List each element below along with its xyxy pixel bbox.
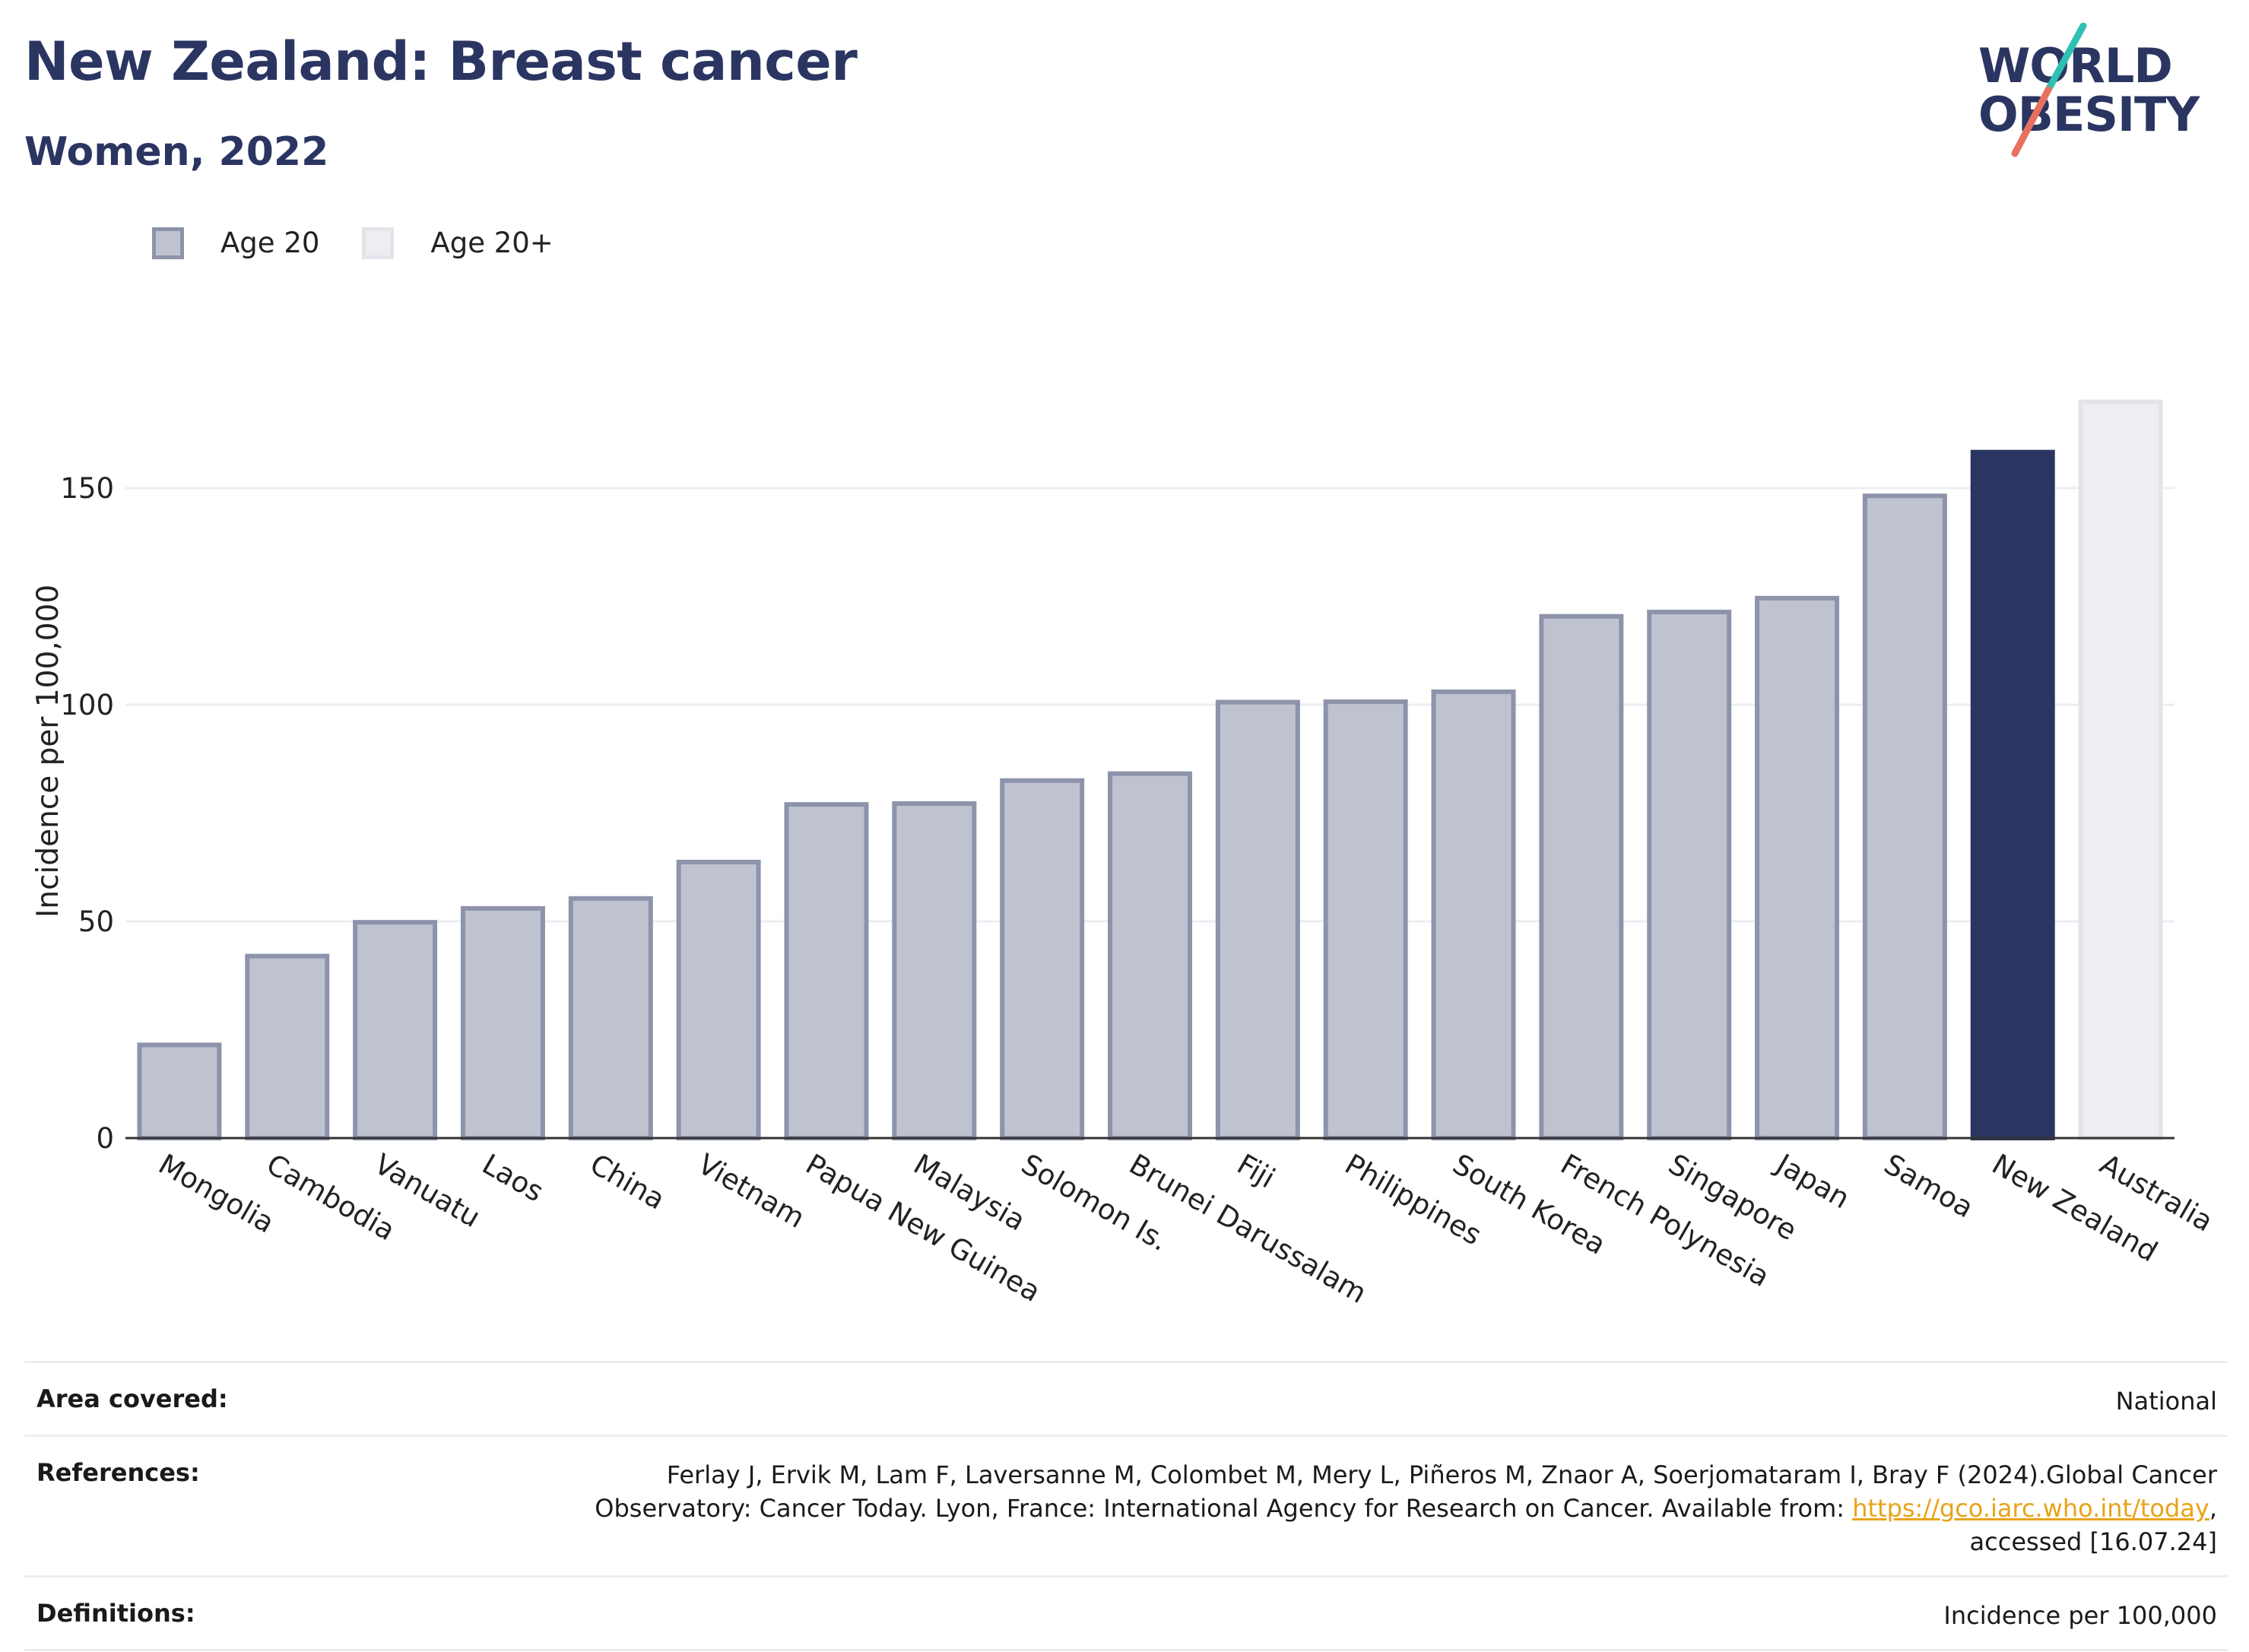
definitions-label: Definitions: xyxy=(36,1599,195,1628)
bar-japan[interactable] xyxy=(1755,595,1840,1140)
bar-laos[interactable] xyxy=(460,905,545,1141)
legend-label-age-20-plus: Age 20+ xyxy=(430,227,554,259)
footer-row-references: References: Ferlay J, Ervik M, Lam F, La… xyxy=(24,1435,2228,1575)
chart-title: New Zealand: Breast cancer xyxy=(24,30,858,93)
bar-brunei-darussalam[interactable] xyxy=(1108,771,1192,1140)
bar-papua-new-guinea[interactable] xyxy=(784,802,869,1140)
x-tick-label: China xyxy=(585,1148,671,1216)
logo-text-line2: OBESITY xyxy=(1978,87,2200,142)
y-axis: 0 50 100 150 xyxy=(60,472,114,1155)
legend: Age 20 Age 20+ xyxy=(152,227,596,259)
bar-singapore[interactable] xyxy=(1647,610,1732,1140)
x-tick-label: Japan xyxy=(1769,1147,1855,1216)
bar-australia[interactable] xyxy=(2078,399,2163,1140)
y-axis-title: Incidence per 100,000 xyxy=(31,585,65,918)
bar-fiji[interactable] xyxy=(1215,699,1300,1140)
legend-item-age-20[interactable]: Age 20 xyxy=(152,227,319,259)
x-tick-label: Vietnam xyxy=(693,1148,810,1235)
references-line2-end: , xyxy=(2209,1494,2217,1523)
bar-cambodia[interactable] xyxy=(245,953,330,1140)
y-tick-label: 100 xyxy=(60,689,114,721)
bars xyxy=(137,399,2163,1141)
y-tick-label: 150 xyxy=(60,472,114,505)
x-tick-label: Mongolia xyxy=(153,1148,279,1240)
info-footer: Area covered: National References: Ferla… xyxy=(24,1361,2228,1651)
legend-item-age-20-plus[interactable]: Age 20+ xyxy=(362,227,554,259)
y-tick-label: 50 xyxy=(78,905,114,938)
references-line2: Observatory: Cancer Today. Lyon, France:… xyxy=(595,1494,1853,1523)
legend-swatch-age-20-plus xyxy=(362,227,395,259)
slash-logo-icon-lower xyxy=(2011,86,2052,157)
bar-philippines[interactable] xyxy=(1323,699,1408,1140)
references-line3: accessed [16.07.24] xyxy=(1969,1527,2217,1556)
references-line1: Ferlay J, Ervik M, Lam F, Laversanne M, … xyxy=(666,1460,2217,1489)
x-tick-label: Samoa xyxy=(1879,1148,1979,1225)
world-obesity-logo: WORLD OBESITY xyxy=(1978,23,2201,157)
x-tick-label: Laos xyxy=(477,1148,549,1209)
area-covered-label: Area covered: xyxy=(36,1384,228,1413)
legend-swatch-age-20 xyxy=(152,227,184,259)
footer-row-area: Area covered: National xyxy=(24,1361,2228,1435)
bar-mongolia[interactable] xyxy=(137,1042,222,1140)
y-tick-label: 0 xyxy=(96,1122,114,1155)
legend-label-age-20: Age 20 xyxy=(220,227,320,259)
bar-china[interactable] xyxy=(568,896,653,1141)
definitions-value: Incidence per 100,000 xyxy=(1943,1601,2217,1630)
chart-subtitle: Women, 2022 xyxy=(24,129,329,175)
footer-row-definitions: Definitions: Incidence per 100,000 xyxy=(24,1575,2228,1651)
bar-vanuatu[interactable] xyxy=(353,920,438,1140)
references-label: References: xyxy=(36,1458,200,1487)
bar-new-zealand[interactable] xyxy=(1970,449,2055,1140)
bar-samoa[interactable] xyxy=(1862,493,1947,1140)
bar-french-polynesia[interactable] xyxy=(1539,614,1624,1140)
references-value: Ferlay J, Ervik M, Lam F, Laversanne M, … xyxy=(595,1458,2217,1558)
x-tick-label: Fiji xyxy=(1232,1148,1280,1195)
area-covered-value: National xyxy=(2115,1387,2217,1416)
logo-text-line1: WORLD xyxy=(1978,38,2172,94)
bar-malaysia[interactable] xyxy=(892,801,977,1140)
references-link[interactable]: https://gco.iarc.who.int/today xyxy=(1852,1494,2209,1523)
slash-logo-icon xyxy=(2044,23,2087,94)
bar-solomon-is[interactable] xyxy=(1000,778,1085,1140)
bar-south-korea[interactable] xyxy=(1431,689,1516,1140)
bar-vietnam[interactable] xyxy=(676,859,761,1141)
